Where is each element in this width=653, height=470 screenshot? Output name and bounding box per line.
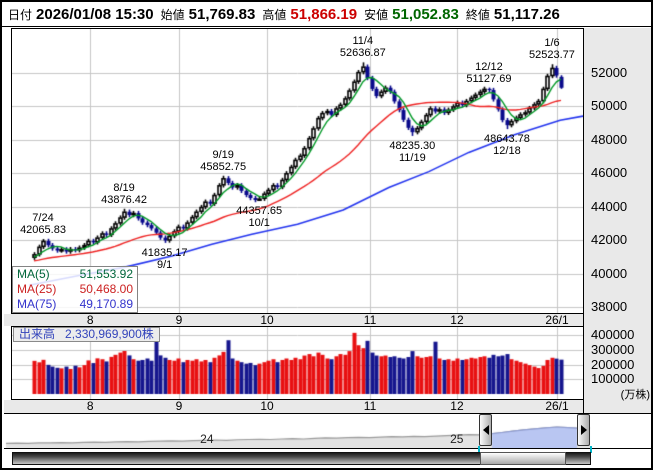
selection-start-tick	[478, 446, 480, 453]
quote-header: 日付 2026/01/08 15:30 始値 51,769.83 高値 51,8…	[2, 2, 651, 27]
high-value: 51,866.19	[290, 5, 358, 23]
price-tick-label: 38000	[591, 299, 628, 314]
arrow-right-icon	[580, 425, 587, 435]
right-axis-column: 52000 50000 48000 46000 44000 42000 40000 38000…	[583, 28, 651, 413]
price-tick-label: 42000	[591, 232, 628, 248]
ma75-label: MA(75)	[17, 297, 57, 311]
x-axis-label: 9	[175, 313, 183, 327]
ma25-row: MA(25) 50,468.00	[17, 282, 133, 297]
low-label: 安値	[364, 7, 389, 22]
ma75-row: MA(75) 49,170.89	[17, 297, 133, 312]
ma5-value: 51,553.92	[79, 267, 133, 281]
date-label: 日付	[8, 7, 33, 22]
navigator-area-chart[interactable]	[4, 414, 651, 448]
range-navigator[interactable]: 24 25	[4, 413, 651, 449]
ma5-row: MA(5) 51,553.92	[17, 267, 133, 282]
open-value: 51,769.83	[188, 5, 256, 23]
date-value: 2026/01/08 15:30	[36, 5, 154, 23]
volume-legend: 出来高 2,330,969,900株	[13, 327, 160, 342]
ma75-value: 49,170.89	[79, 297, 133, 311]
open-label: 始値	[160, 7, 185, 22]
volume-x-axis: 8 9 10 11 12 26/1	[4, 400, 583, 413]
candlestick-chart[interactable]	[12, 29, 583, 313]
ma-legend: MA(5) 51,553.92 MA(25) 50,468.00 MA(75) …	[12, 266, 138, 313]
navigator-right-handle[interactable]	[577, 414, 590, 446]
ma25-value: 50,468.00	[79, 282, 133, 296]
price-tick-label: 52000	[591, 65, 628, 80]
volume-value: 2,330,969,900株	[65, 327, 154, 341]
x-axis-label: 12	[450, 313, 464, 327]
x-axis-label: 10	[260, 399, 274, 413]
navigator-year-label: 25	[450, 432, 464, 446]
price-tick-label: 44000	[591, 198, 628, 214]
scrollbar-thumb[interactable]	[480, 452, 566, 465]
navigator-year-label: 24	[200, 432, 214, 446]
volume-tick-label: 400000	[591, 327, 635, 343]
x-axis-label: 11	[363, 313, 377, 327]
x-axis-label: 8	[86, 399, 94, 413]
x-axis-label: 11	[363, 399, 377, 413]
price-tick-label: 40000	[591, 265, 628, 281]
x-axis-label: 8	[86, 313, 94, 327]
volume-tick-label: 300000	[591, 341, 635, 357]
navigator-left-handle[interactable]	[479, 414, 492, 446]
volume-label: 出来高	[19, 327, 56, 341]
price-tick-label: 50000	[591, 98, 628, 114]
price-tick-label: 48000	[591, 131, 628, 147]
volume-tick-label: 100000	[591, 371, 635, 387]
high-label: 高値	[262, 7, 287, 22]
scrollbar-track[interactable]	[12, 452, 591, 465]
volume-unit-label: (万株)	[620, 389, 650, 401]
x-axis-label: 26/1	[545, 313, 569, 327]
close-value: 51,117.26	[493, 5, 560, 23]
price-tick-label: 46000	[591, 165, 628, 181]
volume-tick-label: 200000	[591, 356, 635, 372]
close-label: 終値	[465, 7, 490, 22]
arrow-left-icon	[482, 425, 489, 435]
x-axis-label: 9	[175, 399, 183, 413]
x-axis-label: 12	[450, 399, 464, 413]
ma5-label: MA(5)	[17, 267, 50, 281]
low-value: 51,052.83	[392, 5, 459, 23]
x-axis-label: 26/1	[545, 399, 569, 413]
ma25-label: MA(25)	[17, 282, 57, 296]
x-axis-label: 10	[260, 313, 274, 327]
price-x-axis: 8 9 10 11 12 26/1	[4, 314, 583, 326]
selection-end-tick	[590, 446, 592, 453]
